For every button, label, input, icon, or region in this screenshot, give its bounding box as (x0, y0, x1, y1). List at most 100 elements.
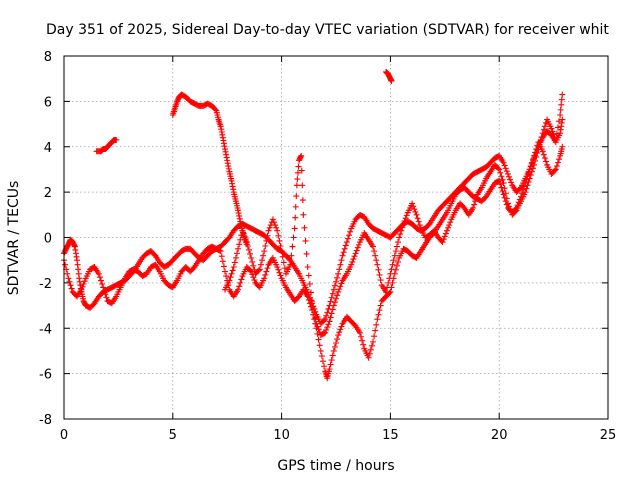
data-point-track-b (216, 247, 223, 254)
data-point-track-c (338, 280, 345, 287)
data-point-track-c (315, 326, 322, 333)
data-point-track-b (541, 155, 548, 162)
data-point-track-b (96, 274, 103, 281)
data-point-track-b (217, 248, 224, 255)
data-point-track-c (391, 252, 398, 259)
data-point-track-b (360, 341, 367, 348)
data-point-track-c (288, 252, 295, 259)
data-point-track-b (369, 338, 376, 345)
data-point-track-a (503, 168, 510, 175)
data-point-track-f (388, 77, 395, 84)
y-tick-label: 2 (44, 186, 52, 201)
data-point-track-a (322, 316, 329, 323)
data-point-track-c (281, 265, 288, 272)
data-point-track-c (276, 237, 283, 244)
data-point-track-c (540, 126, 547, 133)
data-point-track-c (550, 131, 557, 138)
data-point-track-c (497, 169, 504, 176)
data-point-track-b (334, 336, 341, 343)
data-point-track-c (325, 321, 332, 328)
data-point-track-b (374, 316, 381, 323)
data-point-track-c (375, 266, 382, 273)
data-point-track-c (298, 152, 305, 159)
data-point-track-b (237, 279, 244, 286)
data-point-track-c (556, 118, 563, 125)
data-point-track-c (526, 175, 533, 182)
data-point-track-c (227, 274, 234, 281)
data-point-track-c (499, 176, 506, 183)
data-point-track-c (411, 206, 418, 213)
data-point-track-b (318, 353, 325, 360)
data-point-track-c (299, 182, 306, 189)
data-point-track-c (327, 314, 334, 321)
y-tick-label: 0 (44, 232, 52, 247)
data-point-track-c (310, 303, 317, 310)
data-point-track-c (496, 166, 503, 173)
data-point-track-b (359, 337, 366, 344)
data-point-track-c (337, 283, 344, 290)
data-point-track-c (348, 261, 355, 268)
data-point-track-c (270, 219, 277, 226)
data-point-track-c (383, 288, 390, 295)
data-point-track-b (338, 323, 345, 330)
data-point-track-b (79, 283, 86, 290)
data-point-track-c (302, 237, 309, 244)
data-point-track-a (339, 252, 346, 259)
data-point-track-b (315, 336, 322, 343)
data-point-track-c (330, 302, 337, 309)
data-point-track-c (557, 106, 564, 113)
data-point-track-b (337, 326, 344, 333)
data-point-track-b (274, 263, 281, 270)
data-point-track-c (226, 277, 233, 284)
data-point-track-a (325, 305, 332, 312)
plot-frame (63, 55, 609, 420)
data-point-track-c (326, 318, 333, 325)
data-point-track-d (243, 241, 250, 248)
data-point-track-c (280, 259, 287, 266)
data-point-track-b (219, 258, 226, 265)
y-axis-label: SDTVAR / TECUs (6, 181, 22, 296)
data-point-track-c (471, 201, 478, 208)
data-point-track-b (305, 296, 312, 303)
data-point-track-a (516, 185, 523, 192)
data-point-track-c (249, 258, 256, 265)
data-point-track-c (260, 252, 267, 259)
data-point-track-c (386, 275, 393, 282)
data-point-track-c (523, 185, 530, 192)
data-point-track-a (321, 317, 328, 324)
data-point-track-a (504, 170, 511, 177)
data-point-track-c (541, 123, 548, 130)
data-point-track-c (324, 324, 331, 331)
data-point-track-c (237, 236, 244, 243)
x-tick-label: 0 (60, 428, 68, 443)
data-point-track-b (386, 290, 393, 297)
data-point-track-c (293, 182, 300, 189)
y-tick-label: -4 (39, 322, 52, 337)
data-point-track-c (512, 208, 519, 215)
data-point-track-b (372, 327, 379, 334)
data-point-track-c (314, 323, 321, 330)
grid-lines (64, 56, 608, 419)
data-point-track-b (552, 166, 559, 173)
data-point-track-c (329, 306, 336, 313)
data-point-track-b (304, 293, 311, 300)
x-tick-label: 15 (382, 428, 399, 443)
data-point-track-c (278, 248, 285, 255)
data-point-track-c (413, 211, 420, 218)
data-point-track-b (554, 159, 561, 166)
data-point-track-b (316, 342, 323, 349)
data-point-track-a (344, 235, 351, 242)
data-point-track-a (343, 239, 350, 246)
data-point-track-c (558, 101, 565, 108)
data-point-track-c (279, 253, 286, 260)
data-point-track-a (507, 176, 514, 183)
y-tick-label: 8 (44, 50, 52, 65)
data-point-track-b (327, 361, 334, 368)
chart-title: Day 351 of 2025, Sidereal Day-to-day VTE… (46, 22, 609, 38)
data-point-track-c (334, 292, 341, 299)
y-tick-label: 4 (44, 141, 52, 156)
data-point-track-c (351, 253, 358, 260)
data-point-track-c (549, 128, 556, 135)
data-point-track-c (321, 330, 328, 337)
data-point-track-b (559, 143, 566, 150)
